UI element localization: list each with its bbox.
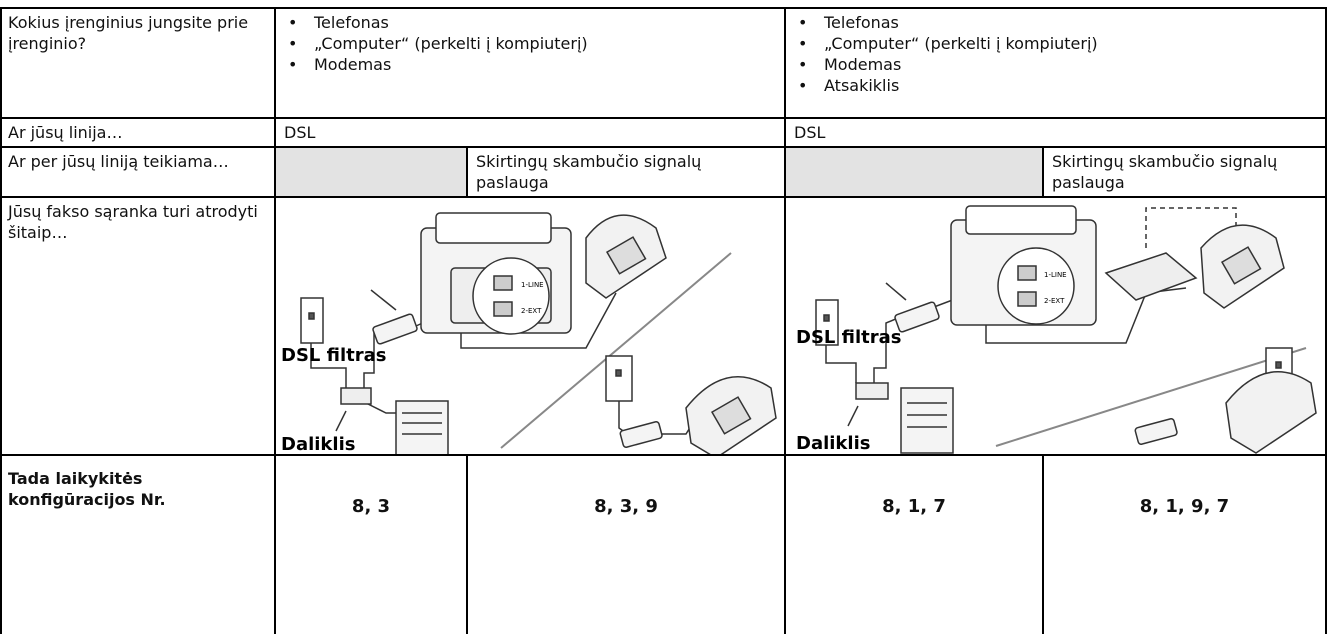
port-label: 2-EXT [1044,297,1065,305]
port-label: 2-EXT [521,307,542,315]
empty-cell [786,148,1044,198]
config-value: 8, 3, 9 [468,456,786,634]
list-item: Telefonas [288,12,776,33]
device-list: Telefonas „Computer“ (perkelti į kompiut… [794,12,1317,96]
cell: Skirtingų skambučio signalų paslauga [1044,148,1327,198]
config-value: 8, 3 [276,456,468,634]
label: Tada laikykitės konfigūracijos Nr. [8,469,166,509]
setup-diagram: 1-LINE 2-EXT DSL filtras Daliklis [281,212,777,454]
list-item: Modemas [288,54,776,75]
label: Ar jūsų linija… [8,123,123,142]
cell: DSL [276,119,786,148]
port-label: 1-LINE [1044,271,1067,279]
splitter-label: Daliklis [281,434,355,454]
table-top-border [0,7,1327,9]
config-value: 8, 1, 7 [786,456,1044,634]
list-item: Modemas [798,54,1317,75]
table-left-border [0,7,2,634]
cell: 1-LINE 2-EXT DSL filtras Daliklis [786,198,1327,456]
row-label: Kokius įrenginius jungsite prie įrengini… [0,9,276,119]
row-label: Tada laikykitės konfigūracijos Nr. [0,456,276,634]
cell: DSL [786,119,1327,148]
list-item: „Computer“ (perkelti į kompiuterį) [798,33,1317,54]
cell: Telefonas „Computer“ (perkelti į kompiut… [276,9,786,119]
list-item: Atsakiklis [798,75,1317,96]
setup-diagram: 1-LINE 2-EXT DSL filtras Daliklis [796,205,1317,454]
empty-cell [276,148,468,198]
row-label: Ar jūsų linija… [0,119,276,148]
cell: 1-LINE 2-EXT DSL filtras Daliklis [276,198,786,456]
filter-label: DSL filtras [796,327,902,348]
config-value: 8, 1, 9, 7 [1044,456,1327,634]
label: Kokius įrenginius jungsite prie įrengini… [8,13,249,53]
label: Ar per jūsų liniją teikiama… [8,152,229,171]
row-label: Jūsų fakso sąranka turi atrodyti šitaip… [0,198,276,456]
device-list: Telefonas „Computer“ (perkelti į kompiut… [284,12,776,75]
splitter-label: Daliklis [796,433,870,454]
filter-label: DSL filtras [281,345,387,366]
list-item: Telefonas [798,12,1317,33]
cell: Telefonas „Computer“ (perkelti į kompiut… [786,9,1327,119]
cell: Skirtingų skambučio signalų paslauga [468,148,786,198]
list-item: „Computer“ (perkelti į kompiuterį) [288,33,776,54]
label: Jūsų fakso sąranka turi atrodyti šitaip… [8,202,258,242]
row-label: Ar per jūsų liniją teikiama… [0,148,276,198]
port-label: 1-LINE [521,281,544,289]
